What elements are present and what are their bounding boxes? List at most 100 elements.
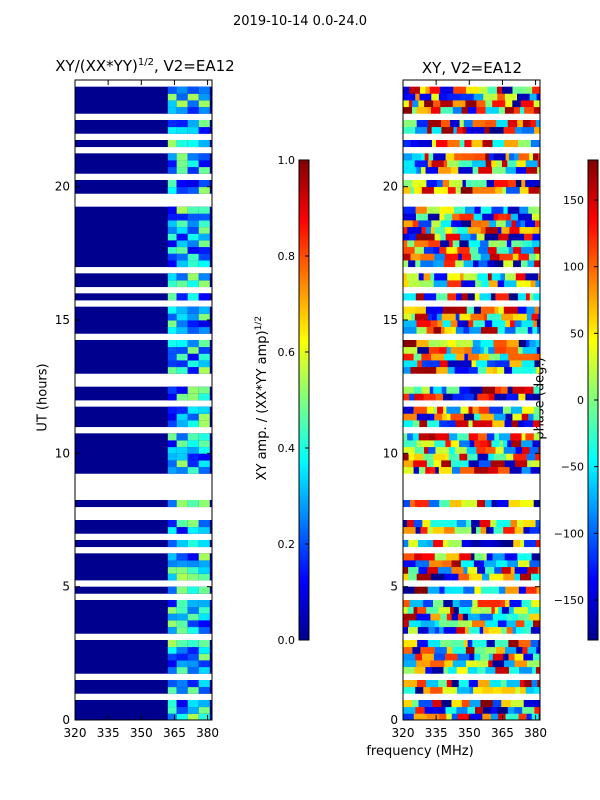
phase-row-cell bbox=[496, 500, 509, 508]
phase-row-cell bbox=[403, 560, 416, 568]
phase-row-cell bbox=[479, 240, 489, 248]
amp-row-cell bbox=[187, 613, 199, 621]
phase-row-cell bbox=[468, 460, 480, 468]
phase-row-cell bbox=[442, 306, 456, 314]
phase-row-cell bbox=[521, 320, 534, 328]
phase-row-cell bbox=[446, 613, 452, 621]
phase-row-cell bbox=[403, 460, 414, 468]
phase-row-cell bbox=[525, 393, 533, 401]
phase-row-cell bbox=[476, 106, 486, 114]
amp-row-cell bbox=[187, 166, 199, 174]
phase-row-cell bbox=[504, 366, 513, 374]
phase-row-cell bbox=[517, 213, 533, 221]
phase-row-cell bbox=[403, 93, 416, 101]
amp-row-cell bbox=[75, 706, 212, 714]
phase-row-cell bbox=[446, 346, 452, 354]
amp-row-cell bbox=[176, 606, 188, 614]
phase-row-cell bbox=[518, 613, 530, 621]
phase-row-cell bbox=[431, 126, 442, 134]
phase-row-cell bbox=[508, 293, 519, 301]
amp-row-cell bbox=[176, 600, 188, 608]
phase-row-cell bbox=[461, 700, 470, 708]
phase-row-cell bbox=[414, 446, 425, 454]
phase-row-cell bbox=[422, 553, 436, 561]
phase-row-cell bbox=[455, 340, 463, 348]
phase-row-cell bbox=[430, 320, 438, 328]
phase-row-cell bbox=[403, 360, 418, 368]
phase-row-cell bbox=[477, 453, 489, 461]
x-tick-label: 365 bbox=[163, 726, 186, 740]
phase-row-cell bbox=[533, 353, 540, 361]
phase-row-cell bbox=[492, 420, 505, 428]
phase-row-cell bbox=[491, 440, 500, 448]
phase-row-cell bbox=[472, 420, 487, 428]
phase-row-cell bbox=[403, 353, 414, 361]
phase-row-cell bbox=[442, 560, 452, 568]
phase-row-cell bbox=[430, 273, 435, 281]
phase-row-cell bbox=[494, 386, 502, 394]
phase-row-cell bbox=[494, 346, 507, 354]
phase-row-cell bbox=[466, 306, 475, 314]
phase-row-cell bbox=[455, 306, 468, 314]
phase-row-cell bbox=[425, 166, 439, 174]
amp-row-cell bbox=[75, 453, 212, 461]
phase-row-cell bbox=[407, 606, 414, 614]
amp-row-cell bbox=[176, 106, 188, 114]
phase-row-cell bbox=[524, 106, 535, 114]
phase-row-cell bbox=[446, 713, 453, 720]
y-tick-label: 0 bbox=[62, 713, 70, 727]
amp-row-cell bbox=[187, 273, 199, 281]
phase-row-cell bbox=[488, 453, 495, 461]
amp-row-cell bbox=[198, 93, 210, 101]
phase-row-cell bbox=[403, 100, 410, 108]
phase-row-cell bbox=[442, 320, 451, 328]
amp-row-cell bbox=[187, 320, 199, 328]
phase-row-cell bbox=[511, 220, 517, 228]
amp-row-cell bbox=[176, 320, 188, 328]
phase-row-cell bbox=[496, 560, 508, 568]
phase-row-cell bbox=[522, 240, 533, 248]
amp-row-cell bbox=[167, 160, 177, 168]
phase-row-cell bbox=[533, 653, 540, 661]
amp-row-cell bbox=[75, 120, 212, 128]
amp-row-cell bbox=[187, 520, 199, 528]
amp-row-cell bbox=[167, 220, 177, 228]
phase-row-cell bbox=[474, 466, 489, 474]
amp-row-cell bbox=[75, 446, 212, 454]
phase-row-cell bbox=[461, 280, 476, 288]
phase-row-cell bbox=[413, 386, 422, 394]
phase-row-cell bbox=[412, 153, 422, 161]
colorbar-tick-label: −50 bbox=[561, 461, 584, 474]
phase-row-cell bbox=[489, 573, 504, 581]
phase-row-cell bbox=[526, 713, 533, 720]
phase-row-cell bbox=[487, 440, 492, 448]
phase-row-cell bbox=[476, 233, 485, 241]
amp-row-cell bbox=[167, 226, 177, 234]
phase-row-cell bbox=[513, 106, 521, 114]
phase-row-cell bbox=[458, 160, 473, 168]
phase-row-cell bbox=[506, 393, 519, 401]
phase-row-cell bbox=[535, 280, 540, 288]
phase-row-cell bbox=[516, 626, 524, 634]
phase-row-cell bbox=[428, 446, 436, 454]
phase-row-cell bbox=[484, 233, 499, 241]
phase-row-cell bbox=[461, 106, 469, 114]
amp-row-cell bbox=[198, 406, 210, 414]
phase-row-cell bbox=[458, 680, 470, 688]
amp-row-cell bbox=[167, 466, 177, 474]
phase-row-cell bbox=[521, 360, 535, 368]
phase-row-cell bbox=[518, 346, 523, 354]
amp-row-cell bbox=[198, 240, 210, 248]
phase-row-cell bbox=[506, 186, 521, 194]
phase-row-cell bbox=[494, 640, 509, 648]
amp-row-cell bbox=[75, 600, 212, 608]
amp-row-cell bbox=[176, 160, 188, 168]
amp-row-cell bbox=[176, 553, 188, 561]
phase-row-cell bbox=[414, 313, 429, 321]
phase-row-cell bbox=[413, 460, 428, 468]
phase-row-cell bbox=[477, 433, 488, 441]
amp-row-cell bbox=[176, 273, 188, 281]
phase-row-cell bbox=[535, 120, 540, 128]
amp-row-cell bbox=[167, 153, 177, 161]
phase-row-cell bbox=[430, 226, 435, 234]
